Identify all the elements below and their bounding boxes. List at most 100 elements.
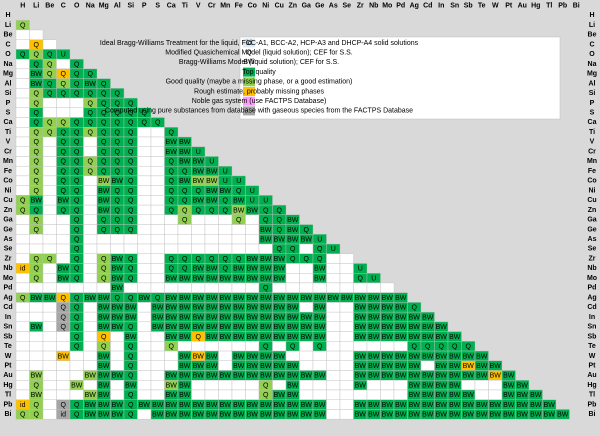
cell-label: BW: [368, 373, 380, 380]
cell-label: BW: [247, 402, 259, 409]
row-label: Nb: [3, 265, 12, 272]
cell-label: Q: [128, 110, 134, 117]
cell-label: Q: [196, 256, 202, 263]
row-label: Ga: [3, 217, 12, 224]
cell-label: Q: [74, 324, 80, 331]
row-label-right: Fe: [588, 168, 596, 175]
cell-label: BW: [409, 353, 421, 360]
cell: [56, 341, 71, 352]
cell: [83, 380, 98, 391]
cell: [393, 380, 408, 391]
cell: [150, 224, 165, 235]
row-label-right: Mo: [587, 275, 597, 282]
cell-label: BW: [152, 412, 164, 419]
cell-label: BW: [260, 363, 272, 370]
cell-label: BW: [98, 412, 110, 419]
row-label-right: Pd: [588, 285, 597, 292]
cell: [42, 165, 57, 177]
cell: [150, 146, 165, 157]
cell-label: U: [209, 159, 214, 166]
cell-label: Q: [74, 256, 80, 263]
cell: [15, 380, 30, 391]
row-label: Au: [3, 372, 12, 379]
cell-label: Q: [101, 120, 107, 127]
cell-label: BW: [58, 266, 70, 273]
cell: [69, 107, 84, 118]
cell-label: BW: [260, 373, 272, 380]
row-label: O: [5, 51, 11, 58]
cell: [96, 243, 111, 254]
cell: [137, 282, 152, 293]
row-label: Ca: [4, 119, 13, 126]
cell: [150, 175, 165, 186]
cell: [15, 68, 30, 79]
cell: [15, 234, 30, 245]
cell-label: BW: [206, 373, 218, 380]
cell: [15, 175, 30, 186]
cell: [42, 39, 57, 50]
cell-label: BW: [517, 382, 529, 389]
row-label-right: Ni: [589, 187, 596, 194]
cell: [339, 253, 354, 264]
cell: [56, 97, 71, 108]
cell-label: Q: [128, 129, 134, 136]
cell: [15, 331, 30, 342]
cell-label: Q: [101, 266, 107, 273]
cell-label: BW: [193, 275, 205, 282]
cell: [137, 321, 152, 332]
row-label-right: Ga: [587, 217, 596, 224]
cell-label: Q: [61, 149, 67, 156]
cell: [123, 243, 138, 254]
cell-label: BW: [355, 324, 367, 331]
cell: [231, 243, 246, 254]
cell: [15, 243, 30, 254]
cell-label: U: [358, 266, 363, 273]
cell-label: BW: [409, 324, 421, 331]
column-header: Be: [45, 2, 54, 9]
cell: [191, 282, 206, 293]
cell-label: id: [61, 412, 67, 419]
cell: [110, 380, 125, 391]
row-label: In: [5, 314, 11, 321]
cell-label: BW: [382, 363, 394, 370]
cell-label: Q: [142, 110, 148, 117]
cell-label: Q: [115, 139, 121, 146]
column-header: Cd: [423, 2, 432, 9]
cell-label: BW: [247, 256, 259, 263]
cell: [15, 370, 30, 381]
cell: [15, 88, 30, 99]
row-label: Co: [3, 178, 12, 185]
cell-label: Q: [74, 305, 80, 312]
row-label-right: Ti: [589, 129, 595, 136]
cell-label: BW: [530, 392, 542, 399]
cell-label: BW: [355, 373, 367, 380]
cell-label: Q: [34, 159, 40, 166]
cell-label: Q: [169, 129, 175, 136]
row-label: Zr: [5, 255, 12, 262]
cell-label: Q: [236, 188, 242, 195]
cell-label: Q: [74, 295, 80, 302]
cell-label: Q: [169, 159, 175, 166]
cell-label: Q: [61, 71, 67, 78]
cell-label: Q: [74, 266, 80, 273]
cell-label: BW: [503, 392, 515, 399]
cell: [245, 341, 260, 352]
cell-label: Q: [20, 207, 26, 214]
cell-label: BW: [152, 324, 164, 331]
cell-label: BW: [395, 412, 407, 419]
cell-label: BW: [31, 81, 43, 88]
cell-label: Q: [74, 178, 80, 185]
cell-label: BW: [368, 305, 380, 312]
legend-text: Modified Quasichemical Model (liquid sol…: [165, 50, 353, 57]
column-header: In: [438, 2, 444, 9]
cell-label: BW: [409, 402, 421, 409]
cell-label: BW: [206, 266, 218, 273]
cell: [29, 360, 44, 371]
row-label-right: P: [590, 100, 595, 107]
cell-label: BW: [449, 353, 461, 360]
cell-label: Q: [61, 402, 67, 409]
cell-label: Q: [34, 227, 40, 234]
cell: [42, 224, 57, 235]
cell: [366, 389, 381, 400]
legend-key: BW: [243, 59, 255, 66]
